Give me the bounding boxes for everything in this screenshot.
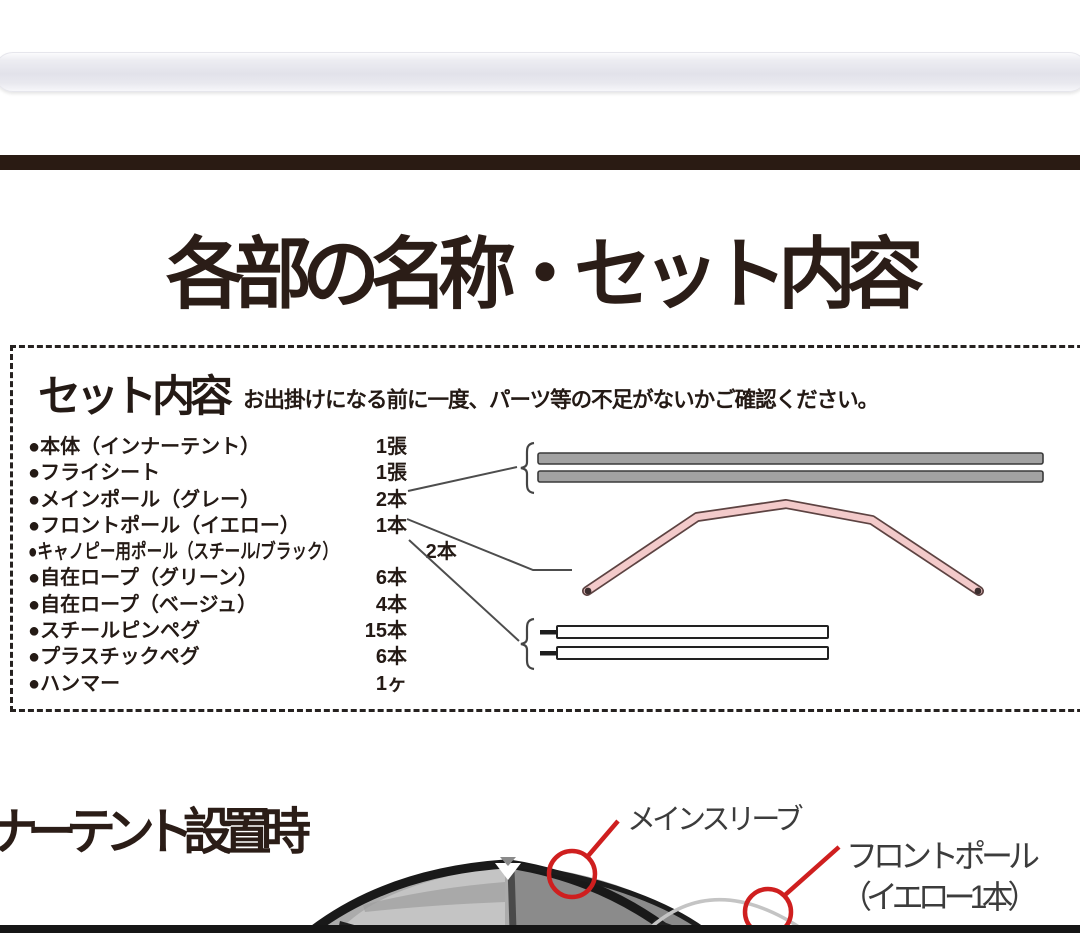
callout-line-front-pole	[783, 845, 841, 897]
item-name: ●ハンマー	[28, 672, 121, 695]
tent-pole-arc-right-outer	[508, 861, 706, 933]
item-name: ●フライシート	[28, 462, 161, 485]
label-main-sleeve: メインスリーブ	[627, 804, 804, 836]
item-name: ●プラスチックペグ	[28, 646, 200, 669]
list-item: ●スチールピンペグ 15本	[28, 614, 407, 643]
list-item: ●自在ロープ（グリーン） 6本	[28, 561, 407, 590]
tent-left-panel	[340, 866, 505, 930]
callout-circle-main-sleeve	[546, 848, 598, 900]
list-item: ●フロントポール（イエロー） 1本	[28, 509, 407, 537]
item-quantity: 2本	[425, 541, 457, 564]
list-item: ●本体（インナーテント） 1張	[28, 430, 407, 458]
item-name: ●自在ロープ（グリーン）	[28, 567, 258, 590]
set-contents-box	[10, 345, 1080, 712]
list-item: ●自在ロープ（ベージュ） 4本	[28, 588, 407, 616]
item-quantity: 4本	[375, 593, 407, 616]
tent-photo	[310, 857, 810, 933]
item-quantity: 1張	[375, 462, 407, 485]
tent-pole-arc-right	[508, 859, 675, 933]
section-divider-bar	[0, 155, 1080, 170]
set-contents-heading: セット内容	[38, 373, 233, 421]
tent-panel-shade	[363, 882, 505, 912]
item-quantity: 1張	[375, 436, 407, 458]
item-quantity: 15本	[364, 620, 407, 643]
list-item: ●フライシート 1張	[28, 456, 407, 485]
item-name: ●フロントポール（イエロー）	[28, 514, 300, 537]
item-name: ●スチールピンペグ	[28, 620, 201, 643]
item-name: ●メインポール（グレー）	[28, 488, 261, 511]
label-front-pole-line1: フロントポール	[846, 838, 1040, 874]
list-item: ●キャノピー用ポール（スチール/ブラック） 2本	[28, 535, 457, 564]
item-name: ●キャノピー用ポール（スチール/ブラック）	[28, 541, 339, 564]
item-quantity: 1ヶ	[375, 672, 407, 695]
set-contents-list: ●本体（インナーテント） 1張 ●フライシート 1張 ●メインポール（グレー） 2本 ●フロ…	[28, 430, 457, 695]
bottom-edge-bar	[0, 925, 1080, 933]
inner-tent-section-heading: ナーテント設置時	[0, 804, 311, 860]
tent-center-seam	[507, 865, 517, 931]
item-name: ●本体（インナーテント）	[28, 436, 261, 458]
tent-right-panel	[515, 866, 700, 930]
set-contents-note: お出掛けになる前に一度、パーツ等の不足がないかご確認ください。	[243, 388, 879, 412]
list-item: ●メインポール（グレー） 2本	[28, 483, 407, 511]
item-quantity: 2本	[375, 488, 407, 511]
item-quantity: 6本	[375, 646, 407, 669]
item-quantity: 1本	[375, 514, 407, 537]
page-fold-tube	[0, 52, 1080, 92]
item-name: ●自在ロープ（ベージュ）	[28, 593, 258, 616]
list-item: ●プラスチックペグ 6本	[28, 640, 407, 669]
tent-dome-fabric	[313, 864, 702, 930]
page-title: 各部の名称・セット内容	[165, 230, 924, 318]
tent-apex-finial	[500, 857, 516, 866]
label-front-pole-line2: （イエロー1本）	[840, 879, 1039, 915]
list-item: ●ハンマー 1ヶ	[28, 667, 407, 695]
item-quantity: 6本	[375, 567, 407, 590]
tent-pole-arc-left	[310, 859, 506, 933]
callout-line-main-sleeve	[586, 819, 620, 858]
tent-apex-notch	[495, 863, 521, 880]
